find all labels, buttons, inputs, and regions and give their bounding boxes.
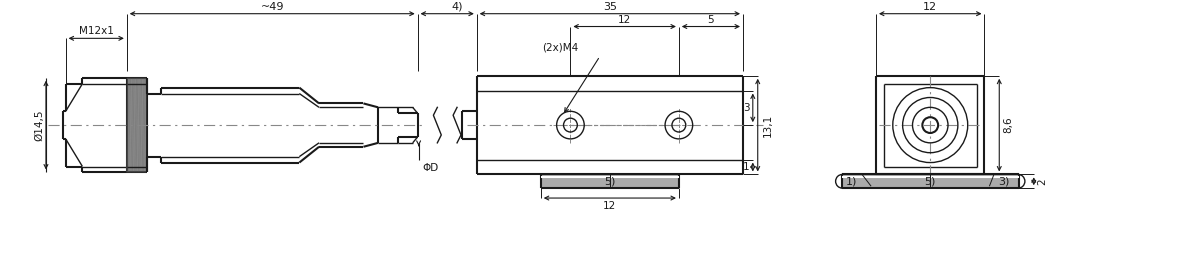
Text: 4): 4)	[451, 2, 463, 12]
Bar	[541, 175, 679, 188]
Text: ~49: ~49	[260, 2, 284, 12]
Text: 12: 12	[923, 2, 937, 12]
Text: 13,1: 13,1	[763, 114, 773, 137]
Text: ΦD: ΦD	[422, 163, 439, 173]
Text: M12x1: M12x1	[79, 26, 114, 36]
Text: 8,6: 8,6	[1003, 117, 1013, 133]
Text: 2: 2	[1038, 178, 1048, 185]
Text: 5: 5	[708, 15, 714, 25]
Text: 3): 3)	[998, 176, 1010, 186]
Text: (2x)M4: (2x)M4	[542, 42, 578, 52]
Text: 12: 12	[604, 201, 617, 211]
Text: 12: 12	[618, 15, 631, 25]
Bar	[841, 175, 1019, 188]
Text: 5): 5)	[924, 176, 936, 186]
Text: 35: 35	[602, 2, 617, 12]
Text: 5): 5)	[604, 176, 616, 186]
Text: 1): 1)	[846, 176, 857, 186]
Text: 3: 3	[743, 103, 750, 113]
Text: Ø14,5: Ø14,5	[34, 109, 44, 141]
Text: 1: 1	[743, 162, 750, 172]
